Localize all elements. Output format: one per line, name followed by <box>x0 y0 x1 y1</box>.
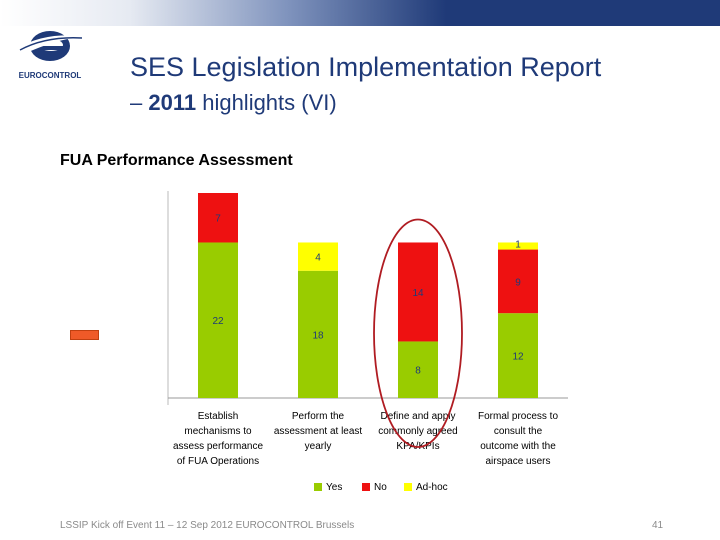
category-label-1-line-3: assess performance <box>173 441 263 452</box>
data-label-ad-hoc-4: 1 <box>515 240 521 251</box>
category-label-2-line-3: yearly <box>305 441 332 452</box>
category-label-4-line-2: consult the <box>494 426 543 437</box>
logo-wordmark: EUROCONTROL <box>19 71 82 80</box>
bar-yes-2 <box>298 270 338 398</box>
data-label-yes-1: 22 <box>212 316 224 327</box>
bar-yes-3 <box>398 341 438 398</box>
data-label-yes-3: 8 <box>415 366 421 377</box>
data-label-no-3: 14 <box>412 288 424 299</box>
category-label-1-line-2: mechanisms to <box>184 426 252 437</box>
data-label-yes-4: 12 <box>512 352 524 363</box>
page-number: 41 <box>652 520 664 531</box>
category-label-3-line-2: commonly agreed <box>378 426 457 437</box>
data-label-yes-2: 18 <box>312 330 324 341</box>
slide-title-line2: – 2011 highlights (VI) <box>130 90 337 116</box>
data-label-no-4: 9 <box>515 277 521 288</box>
title-year: 2011 <box>148 90 197 115</box>
category-label-3-line-1: Define and apply <box>380 411 455 422</box>
legend-swatch-ad-hoc <box>404 483 412 491</box>
legend-label-no: No <box>374 482 387 493</box>
red-bullet-marker <box>70 330 99 340</box>
legend-swatch-yes <box>314 483 322 491</box>
bar-yes-1 <box>198 242 238 398</box>
bar-yes-4 <box>498 313 538 398</box>
highlight-circle <box>373 218 463 448</box>
eurocontrol-emblem-icon: EUROCONTROL <box>18 31 84 80</box>
stacked-bar-chart: 22 7 18 4 8 14 12 9 1 Establish mechanisms to asse… <box>164 187 568 503</box>
category-label-4-line-4: airspace users <box>485 456 550 467</box>
category-label-4-line-3: outcome with the <box>480 441 556 452</box>
bar-no-4 <box>498 249 538 314</box>
category-label-2-line-2: assessment at least <box>274 426 363 437</box>
category-label-1-line-4: of FUA Operations <box>177 456 259 467</box>
header-bar <box>0 0 720 26</box>
bar-no-1 <box>198 193 238 243</box>
data-label-no-1: 7 <box>215 214 221 225</box>
bars-group <box>198 193 538 398</box>
category-label-4-line-1: Formal process to <box>478 411 558 422</box>
bar-ad-hoc-2 <box>298 242 338 271</box>
title-rest: highlights (VI) <box>196 90 337 115</box>
legend-label-ad-hoc: Ad-hoc <box>416 482 448 493</box>
legend-label-yes: Yes <box>326 482 342 493</box>
bar-labels-group: 22 7 18 4 8 14 12 9 1 <box>212 214 524 377</box>
title-dash: – <box>130 90 149 115</box>
eurocontrol-logo: EUROCONTROL <box>14 26 86 86</box>
footer-text: LSSIP Kick off Event 11 – 12 Sep 2012 EU… <box>60 520 355 531</box>
highlight-group <box>373 218 463 448</box>
category-label-1-line-1: Establish <box>198 411 239 422</box>
bar-ad-hoc-4 <box>498 242 538 250</box>
data-label-ad-hoc-2: 4 <box>315 253 321 264</box>
slide-title: SES Legislation Implementation Report <box>130 52 602 82</box>
legend-swatch-no <box>362 483 370 491</box>
bar-no-3 <box>398 242 438 342</box>
category-label-2-line-1: Perform the <box>292 411 345 422</box>
chart-legend: Yes No Ad-hoc <box>314 482 448 493</box>
section-subtitle: FUA Performance Assessment <box>60 152 293 169</box>
